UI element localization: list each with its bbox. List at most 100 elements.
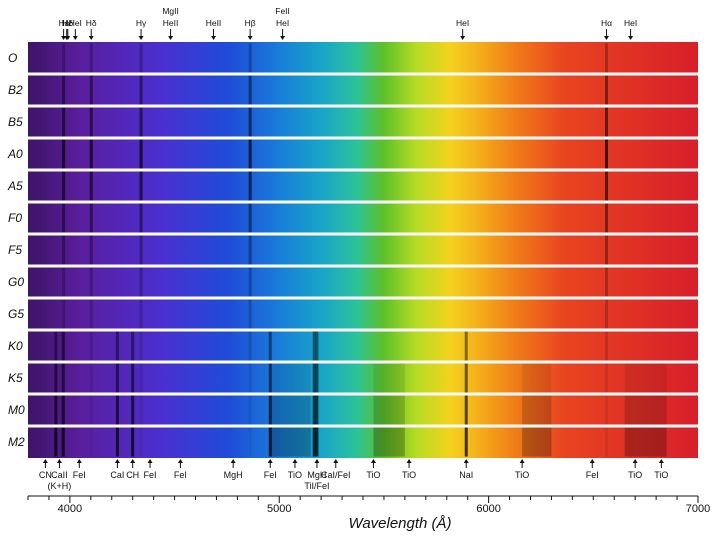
hydrogen-line — [605, 331, 609, 361]
absorption-lines — [54, 43, 667, 457]
metal-line — [312, 331, 316, 361]
hydrogen-line — [62, 139, 66, 169]
top-arrow-head — [72, 36, 78, 40]
molecular-band — [269, 395, 311, 425]
molecular-band — [269, 363, 311, 393]
hydrogen-line — [89, 43, 93, 73]
top-arrow-head — [88, 36, 94, 40]
bottom-line-label: TiO — [628, 470, 642, 480]
metal-line — [268, 363, 272, 393]
spectral-type-label: G0 — [8, 275, 24, 289]
top-arrow-head — [211, 36, 217, 40]
strip-separator — [28, 168, 698, 172]
hydrogen-line — [89, 427, 93, 457]
spectral-type-label: G5 — [8, 307, 24, 321]
top-arrow-head — [168, 36, 174, 40]
molecular-band — [269, 427, 311, 457]
metal-line — [131, 331, 135, 361]
metal-line — [315, 363, 319, 393]
metal-line — [464, 427, 468, 457]
spectral-type-label: K0 — [8, 339, 23, 353]
hydrogen-line — [248, 363, 252, 393]
bottom-arrow-head — [56, 459, 62, 463]
molecular-band — [522, 427, 552, 457]
strip-separator — [28, 200, 698, 204]
top-line-label: HeII — [206, 18, 222, 28]
strip-separator — [28, 392, 698, 396]
metal-line — [131, 427, 135, 457]
top-arrow-head — [604, 36, 610, 40]
top-arrow-head — [61, 36, 67, 40]
molecular-band — [624, 395, 667, 425]
hydrogen-line — [62, 107, 66, 137]
molecular-band — [373, 395, 405, 425]
hydrogen-line — [248, 299, 252, 329]
hydrogen-line — [89, 235, 93, 265]
bottom-line-label: MgH — [224, 470, 243, 480]
bottom-line-label: TiO — [366, 470, 380, 480]
metal-line — [61, 363, 65, 393]
axis-tick-label: 6000 — [476, 503, 500, 515]
hydrogen-line — [139, 203, 143, 233]
spectral-type-label: M2 — [8, 435, 25, 449]
hydrogen-line — [248, 331, 252, 361]
hydrogen-line — [605, 107, 609, 137]
axis-tick-label: 4000 — [58, 503, 82, 515]
hydrogen-line — [89, 171, 93, 201]
metal-line — [312, 395, 316, 425]
hydrogen-line — [248, 427, 252, 457]
bottom-arrow-head — [267, 459, 273, 463]
top-line-label: Hε — [62, 18, 72, 28]
top-line-label: HeII — [163, 18, 179, 28]
bottom-arrow-head — [147, 459, 153, 463]
hydrogen-line — [248, 235, 252, 265]
hydrogen-line — [139, 331, 143, 361]
bottom-arrow-head — [76, 459, 82, 463]
spectrum-background — [28, 42, 698, 458]
bottom-line-label: CN — [39, 470, 52, 480]
molecular-band — [522, 395, 552, 425]
hydrogen-line — [605, 43, 609, 73]
hydrogen-line — [139, 235, 143, 265]
metal-line — [268, 331, 272, 361]
hydrogen-line — [89, 139, 93, 169]
hydrogen-line — [248, 43, 252, 73]
spectral-type-label: B2 — [8, 83, 23, 97]
strip-separator — [28, 360, 698, 364]
metal-line — [131, 395, 135, 425]
hydrogen-line — [605, 363, 609, 393]
metal-line — [115, 331, 119, 361]
metal-line — [315, 427, 319, 457]
bottom-arrow-head — [42, 459, 48, 463]
bottom-line-label: FeI — [264, 470, 277, 480]
top-arrow-head — [138, 36, 144, 40]
hydrogen-line — [605, 75, 609, 105]
metal-line — [464, 331, 468, 361]
hydrogen-line — [139, 107, 143, 137]
hydrogen-line — [139, 427, 143, 457]
bottom-line-label: CH — [126, 470, 139, 480]
hydrogen-line — [62, 267, 66, 297]
bottom-arrow-head — [519, 459, 525, 463]
bottom-arrow-head — [589, 459, 595, 463]
hydrogen-line — [248, 107, 252, 137]
hydrogen-line — [605, 171, 609, 201]
top-line-label: Hδ — [62, 18, 73, 28]
bottom-line-labels: CN CaII(K+H)FeI CaI CH FeI FeI MgH FeI TiO MgHTiI… — [39, 459, 668, 491]
hydrogen-line — [248, 203, 252, 233]
bottom-arrow-head — [130, 459, 136, 463]
bottom-line-label: FeI — [586, 470, 599, 480]
hydrogen-line — [62, 235, 66, 265]
hydrogen-line — [139, 43, 143, 73]
metal-line — [464, 363, 468, 393]
strip-separator — [28, 296, 698, 300]
metal-line — [315, 331, 319, 361]
molecular-band — [624, 427, 667, 457]
metal-line — [115, 427, 119, 457]
spectral-type-label: K5 — [8, 371, 23, 385]
top-arrow-head — [247, 36, 253, 40]
bottom-line-label: (K+H) — [48, 481, 72, 491]
hydrogen-line — [89, 203, 93, 233]
strip-separator — [28, 264, 698, 268]
